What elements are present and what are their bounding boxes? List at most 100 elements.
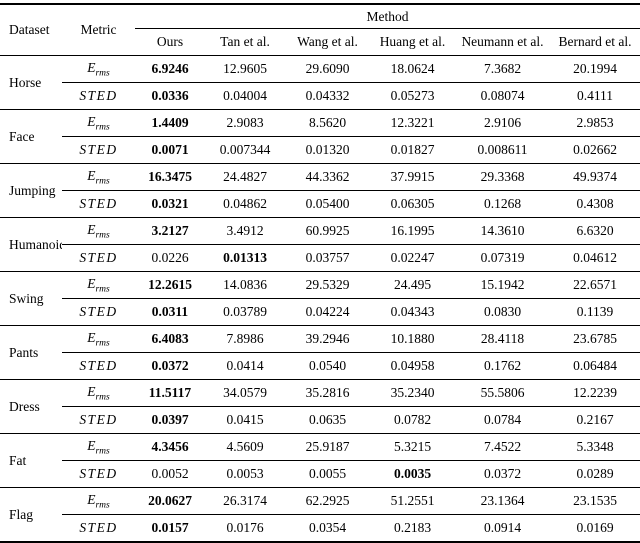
value-erms-pants-1: 7.8986 — [205, 325, 285, 353]
metric-label-erms-fat: Erms — [62, 433, 135, 461]
value-sted-dress-5: 0.2167 — [550, 406, 640, 434]
value-erms-face-1: 2.9083 — [205, 109, 285, 137]
value-erms-humanoid-2: 60.9925 — [285, 217, 370, 245]
value-erms-jumping-0: 16.3475 — [135, 163, 205, 191]
metric-label-erms-humanoid: Erms — [62, 217, 135, 245]
value-sted-horse-1: 0.04004 — [205, 82, 285, 110]
value-sted-humanoid-3: 0.02247 — [370, 244, 455, 272]
value-sted-flag-5: 0.0169 — [576, 520, 614, 535]
table-body: Horse Erms 6.9246 12.9605 29.6090 18.0624 7.36… — [0, 55, 640, 543]
value-erms-dress-4: 55.5806 — [455, 379, 550, 407]
value-erms-flag-3: 51.2551 — [370, 487, 455, 515]
value-sted-dress-3: 0.0782 — [370, 406, 455, 434]
value-erms-pants-2: 39.2946 — [285, 325, 370, 353]
value-sted-fat-1: 0.0053 — [205, 460, 285, 488]
metric-label-erms-dress: Erms — [62, 379, 135, 407]
value-erms-fat-5: 5.3348 — [550, 433, 640, 461]
value-erms-pants-5: 23.6785 — [550, 325, 640, 353]
dataset-label-jumping: Jumping — [0, 163, 62, 218]
value-sted-swing-5: 0.1139 — [550, 298, 640, 326]
dataset-label-pants: Pants — [0, 325, 62, 380]
dataset-label-flag: Flag — [9, 506, 34, 522]
value-erms-horse-1: 12.9605 — [205, 55, 285, 83]
value-sted-fat-4: 0.0372 — [455, 460, 550, 488]
value-sted-horse-3: 0.05273 — [370, 82, 455, 110]
value-sted-pants-5: 0.06484 — [550, 352, 640, 380]
value-sted-flag-0: 0.0157 — [151, 520, 189, 535]
metric-label-sted-horse: STED — [62, 82, 135, 110]
value-sted-horse-2: 0.04332 — [285, 82, 370, 110]
row-erms-face: Face Erms 1.4409 2.9083 8.5620 12.3221 2.9106 2… — [0, 109, 640, 164]
value-sted-jumping-2: 0.05400 — [285, 190, 370, 218]
value-sted-humanoid-0: 0.0226 — [135, 244, 205, 272]
metric-label-sted-humanoid: STED — [62, 244, 135, 272]
metric-label-erms-flag: Erms — [62, 487, 135, 515]
value-erms-face-5: 2.9853 — [550, 109, 640, 137]
value-erms-dress-3: 35.2340 — [370, 379, 455, 407]
value-sted-fat-0: 0.0052 — [135, 460, 205, 488]
row-sted-horse: STED 0.0336 0.04004 0.04332 0.05273 0.08074 0.… — [0, 82, 640, 110]
value-erms-swing-5: 22.6571 — [550, 271, 640, 299]
value-sted-flag-2: 0.0354 — [308, 520, 347, 535]
value-erms-face-4: 2.9106 — [455, 109, 550, 137]
column-group-header-method: Method — [135, 4, 640, 29]
value-erms-humanoid-5: 6.6320 — [550, 217, 640, 245]
dataset-label-fat: Fat — [0, 433, 62, 488]
metric-label-erms-horse: Erms — [62, 55, 135, 83]
value-sted-fat-2: 0.0055 — [285, 460, 370, 488]
value-erms-flag-5: 23.1535 — [550, 487, 640, 515]
column-header-dataset: Dataset — [0, 4, 62, 56]
column-header-method-5: Bernard et al. — [550, 28, 640, 56]
value-erms-horse-3: 18.0624 — [370, 55, 455, 83]
value-sted-jumping-0: 0.0321 — [135, 190, 205, 218]
metric-label-sted-face: STED — [62, 136, 135, 164]
value-erms-horse-4: 7.3682 — [455, 55, 550, 83]
paper-page: Dataset Metric Method Ours Tan et al. Wang… — [0, 3, 640, 543]
value-erms-flag-0: 20.0627 — [135, 487, 205, 515]
dataset-label-horse: Horse — [0, 55, 62, 110]
value-sted-jumping-4: 0.1268 — [455, 190, 550, 218]
value-erms-jumping-5: 49.9374 — [550, 163, 640, 191]
row-sted-face: STED 0.0071 0.007344 0.01320 0.01827 0.008611… — [0, 136, 640, 164]
column-header-method-3: Huang et al. — [370, 28, 455, 56]
metric-label-erms-jumping: Erms — [62, 163, 135, 191]
value-erms-dress-1: 34.0579 — [205, 379, 285, 407]
value-erms-jumping-4: 29.3368 — [455, 163, 550, 191]
value-erms-face-3: 12.3221 — [370, 109, 455, 137]
metric-label-sted-pants: STED — [62, 352, 135, 380]
value-sted-swing-3: 0.04343 — [370, 298, 455, 326]
value-sted-horse-4: 0.08074 — [455, 82, 550, 110]
metric-label-erms-face: Erms — [62, 109, 135, 137]
value-sted-swing-1: 0.03789 — [205, 298, 285, 326]
dataset-label-face: Face — [0, 109, 62, 164]
value-erms-jumping-2: 44.3362 — [285, 163, 370, 191]
value-erms-jumping-3: 37.9915 — [370, 163, 455, 191]
value-sted-dress-1: 0.0415 — [205, 406, 285, 434]
value-erms-swing-1: 14.0836 — [205, 271, 285, 299]
value-sted-pants-0: 0.0372 — [135, 352, 205, 380]
value-erms-fat-1: 4.5609 — [205, 433, 285, 461]
value-erms-flag-4: 23.1364 — [455, 487, 550, 515]
value-sted-pants-4: 0.1762 — [455, 352, 550, 380]
row-erms-swing: Swing Erms 12.2615 14.0836 29.5329 24.495 15.1… — [0, 271, 640, 326]
column-header-method-1: Tan et al. — [205, 28, 285, 56]
value-erms-dress-5: 12.2239 — [550, 379, 640, 407]
value-erms-fat-3: 5.3215 — [370, 433, 455, 461]
value-erms-pants-4: 28.4118 — [455, 325, 550, 353]
value-erms-humanoid-3: 16.1995 — [370, 217, 455, 245]
row-erms-horse: Horse Erms 6.9246 12.9605 29.6090 18.0624 7.36… — [0, 55, 640, 110]
value-erms-flag-1: 26.3174 — [205, 487, 285, 515]
value-sted-horse-0: 0.0336 — [135, 82, 205, 110]
value-sted-swing-2: 0.04224 — [285, 298, 370, 326]
value-sted-face-3: 0.01827 — [370, 136, 455, 164]
value-sted-flag-3: 0.2183 — [393, 520, 432, 535]
metric-label-erms-pants: Erms — [62, 325, 135, 353]
row-erms-fat: Fat Erms 4.3456 4.5609 25.9187 5.3215 7.4522 5.… — [0, 433, 640, 488]
value-erms-swing-3: 24.495 — [370, 271, 455, 299]
value-erms-fat-0: 4.3456 — [135, 433, 205, 461]
value-erms-horse-2: 29.6090 — [285, 55, 370, 83]
row-erms-pants: Pants Erms 6.4083 7.8986 39.2946 10.1880 28.41… — [0, 325, 640, 380]
value-sted-pants-3: 0.04958 — [370, 352, 455, 380]
value-sted-fat-5: 0.0289 — [550, 460, 640, 488]
metric-label-erms-swing: Erms — [62, 271, 135, 299]
